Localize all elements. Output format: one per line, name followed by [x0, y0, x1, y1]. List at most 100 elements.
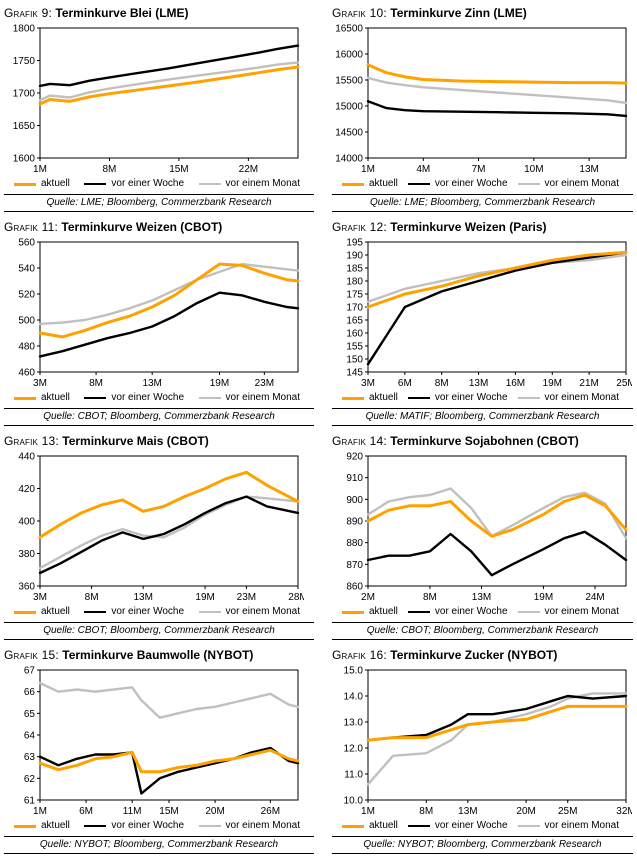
chart-legend: aktuell vor einer Woche vor einem Monat — [4, 175, 314, 193]
source-note: Quelle: MATIF; Bloomberg, Commerzbank Re… — [332, 408, 633, 426]
svg-text:62: 62 — [24, 774, 36, 785]
svg-text:21M: 21M — [579, 378, 598, 389]
svg-text:10M: 10M — [524, 164, 543, 175]
legend-swatch-month — [198, 397, 221, 399]
legend-swatch-week — [84, 183, 107, 185]
legend-swatch-aktuell — [14, 610, 36, 614]
chart-title: Grafik 16: Terminkurve Zucker (NYBOT) — [332, 646, 633, 665]
chart-title: Grafik 13: Terminkurve Mais (CBOT) — [4, 432, 314, 451]
line-chart-svg: 460 480 500 520 540 560 3M 8M 13M 19M 23M — [18, 238, 300, 389]
legend-label-month: vor einem Monat — [544, 606, 619, 617]
chart-legend: aktuell vor einer Woche vor einem Monat — [332, 817, 633, 835]
chart-title: Grafik 10: Terminkurve Zinn (LME) — [332, 4, 633, 23]
svg-text:3M: 3M — [361, 378, 375, 389]
svg-text:11M: 11M — [123, 806, 142, 817]
svg-text:7M: 7M — [472, 164, 486, 175]
svg-text:13M: 13M — [142, 378, 161, 389]
svg-text:66: 66 — [24, 687, 36, 698]
chart-name: Terminkurve Weizen (Paris) — [390, 220, 547, 234]
chart-number-label: Grafik 10: — [332, 6, 387, 20]
svg-text:67: 67 — [24, 666, 36, 677]
svg-text:13M: 13M — [472, 592, 491, 603]
legend-swatch-aktuell — [342, 824, 364, 828]
chart-legend: aktuell vor einer Woche vor einem Monat — [332, 603, 633, 621]
chart-panel-grafik-9: Grafik 9: Terminkurve Blei (LME) 1600 165… — [0, 0, 318, 214]
legend-swatch-week — [84, 825, 107, 827]
svg-text:8M: 8M — [423, 592, 437, 603]
legend-item-aktuell: aktuell — [14, 392, 70, 404]
svg-text:63: 63 — [24, 752, 36, 763]
svg-text:15500: 15500 — [335, 76, 363, 87]
source-note: Quelle: LME; Bloomberg, Commerzbank Rese… — [4, 194, 314, 212]
svg-text:16M: 16M — [506, 378, 525, 389]
svg-text:165: 165 — [346, 316, 363, 327]
chart-panel-grafik-13: Grafik 13: Terminkurve Mais (CBOT) 360 38… — [0, 428, 318, 642]
source-note: Quelle: NYBOT; Bloomberg, Commerzbank Re… — [332, 836, 633, 854]
svg-text:360: 360 — [18, 582, 35, 593]
legend-label-week: vor einer Woche — [434, 178, 508, 189]
svg-text:145: 145 — [346, 368, 363, 379]
legend-swatch-week — [407, 183, 430, 185]
svg-text:8M: 8M — [89, 378, 103, 389]
chart-panel-grafik-15: Grafik 15: Terminkurve Baumwolle (NYBOT)… — [0, 642, 318, 856]
chart-legend: aktuell vor einer Woche vor einem Monat — [4, 389, 314, 407]
chart-number-label: Grafik 16: — [332, 648, 387, 662]
svg-text:540: 540 — [18, 264, 35, 275]
svg-text:1M: 1M — [33, 806, 47, 817]
legend-item-aktuell: aktuell — [342, 178, 398, 190]
svg-text:19M: 19M — [534, 592, 553, 603]
svg-text:61: 61 — [24, 796, 36, 807]
svg-text:870: 870 — [346, 560, 363, 571]
legend-label-week: vor einer Woche — [434, 820, 508, 831]
source-note: Quelle: CBOT; Bloomberg, Commerzbank Res… — [332, 622, 633, 640]
legend-label-aktuell: aktuell — [369, 392, 398, 403]
legend-label-week: vor einer Woche — [111, 820, 185, 831]
chart-number-label: Grafik 13: — [4, 434, 59, 448]
legend-item-aktuell: aktuell — [14, 178, 70, 190]
svg-text:400: 400 — [18, 517, 35, 528]
legend-label-week: vor einer Woche — [111, 606, 185, 617]
legend-label-month: vor einem Monat — [225, 392, 300, 403]
svg-text:15M: 15M — [169, 164, 188, 175]
svg-text:24M: 24M — [585, 592, 604, 603]
svg-text:23M: 23M — [237, 592, 256, 603]
svg-text:900: 900 — [346, 495, 363, 506]
svg-text:150: 150 — [346, 355, 363, 366]
legend-item-aktuell: aktuell — [14, 606, 70, 618]
legend-label-week: vor einer Woche — [434, 392, 508, 403]
svg-text:880: 880 — [346, 538, 363, 549]
chart-title: Grafik 12: Terminkurve Weizen (Paris) — [332, 218, 633, 237]
legend-label-aktuell: aktuell — [41, 178, 70, 189]
legend-swatch-aktuell — [14, 396, 36, 400]
svg-text:23M: 23M — [255, 378, 274, 389]
chart-number-label: Grafik 14: — [332, 434, 387, 448]
chart-panel-grafik-10: Grafik 10: Terminkurve Zinn (LME) 14000 1… — [318, 0, 637, 214]
svg-text:860: 860 — [346, 582, 363, 593]
svg-text:3M: 3M — [33, 378, 47, 389]
legend-item-aktuell: aktuell — [342, 392, 398, 404]
chart-legend: aktuell vor einer Woche vor einem Monat — [332, 175, 633, 193]
legend-label-month: vor einem Monat — [225, 178, 300, 189]
svg-text:32M: 32M — [616, 806, 632, 817]
svg-text:1700: 1700 — [13, 89, 36, 100]
chart-title: Grafik 15: Terminkurve Baumwolle (NYBOT) — [4, 646, 314, 665]
legend-item-month: vor einem Monat — [517, 606, 619, 618]
legend-swatch-aktuell — [342, 610, 364, 614]
legend-swatch-month — [517, 611, 540, 613]
svg-text:26M: 26M — [261, 806, 280, 817]
line-chart-svg: 360 380 400 420 440 3M 8M 13M 19M 23M 28M — [18, 452, 304, 604]
source-note: Quelle: LME; Bloomberg, Commerzbank Rese… — [332, 194, 633, 212]
legend-item-month: vor einem Monat — [517, 392, 619, 404]
legend-label-aktuell: aktuell — [41, 606, 70, 617]
legend-item-month: vor einem Monat — [198, 392, 300, 404]
legend-label-aktuell: aktuell — [369, 606, 398, 617]
line-chart-svg: 145 150 155 160 165 170 175 180 185 190 195 3M 6M 8M 1… — [346, 238, 632, 390]
chart-legend: aktuell vor einer Woche vor einem Monat — [4, 603, 314, 621]
legend-swatch-aktuell — [342, 182, 364, 186]
legend-swatch-week — [84, 611, 107, 613]
legend-label-month: vor einem Monat — [225, 820, 300, 831]
svg-text:13.0: 13.0 — [344, 718, 364, 729]
svg-text:1M: 1M — [33, 164, 47, 175]
svg-text:25M: 25M — [616, 378, 632, 389]
